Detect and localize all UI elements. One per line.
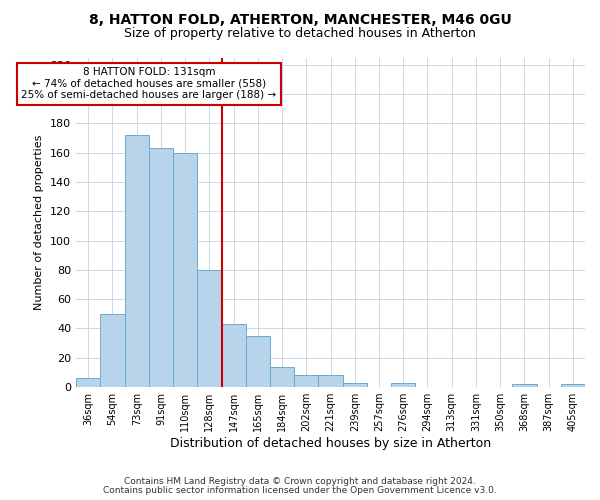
Bar [391,382,415,387]
Text: 8 HATTON FOLD: 131sqm
← 74% of detached houses are smaller (558)
25% of semi-det: 8 HATTON FOLD: 131sqm ← 74% of detached … [21,68,277,100]
Text: Contains HM Land Registry data © Crown copyright and database right 2024.: Contains HM Land Registry data © Crown c… [124,477,476,486]
Bar [221,324,246,387]
Bar [319,376,343,387]
Bar [512,384,536,387]
Bar [294,376,319,387]
Bar [246,336,270,387]
Bar [76,378,100,387]
X-axis label: Distribution of detached houses by size in Atherton: Distribution of detached houses by size … [170,437,491,450]
Text: Contains public sector information licensed under the Open Government Licence v3: Contains public sector information licen… [103,486,497,495]
Text: 8, HATTON FOLD, ATHERTON, MANCHESTER, M46 0GU: 8, HATTON FOLD, ATHERTON, MANCHESTER, M4… [89,12,511,26]
Bar [100,314,125,387]
Bar [561,384,585,387]
Bar [343,382,367,387]
Y-axis label: Number of detached properties: Number of detached properties [34,134,44,310]
Bar [125,135,149,387]
Bar [149,148,173,387]
Bar [173,152,197,387]
Bar [270,366,294,387]
Bar [197,270,221,387]
Text: Size of property relative to detached houses in Atherton: Size of property relative to detached ho… [124,28,476,40]
